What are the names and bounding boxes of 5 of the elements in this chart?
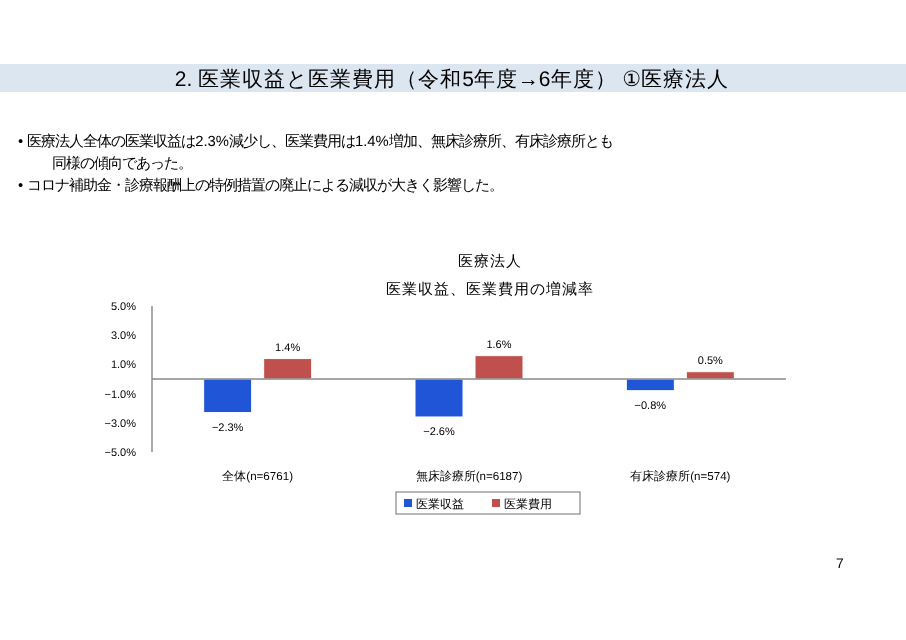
- bar: [414, 378, 464, 418]
- bar: [203, 378, 253, 414]
- bar: [263, 358, 313, 380]
- text: 2. 医業収益と医業費用（令和5年度→6年度） ①医療法人: [174, 66, 730, 92]
- bar: [474, 355, 524, 380]
